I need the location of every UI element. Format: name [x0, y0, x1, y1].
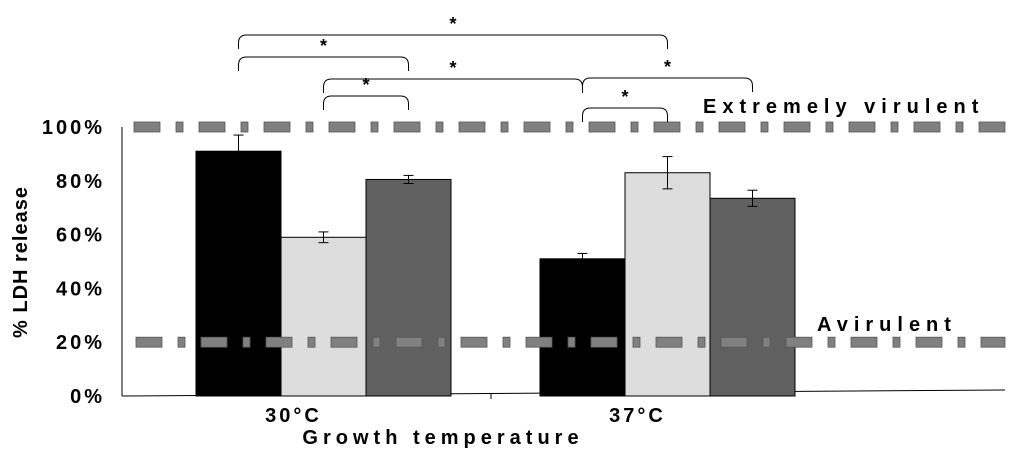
reference-dash: [460, 336, 488, 348]
y-tick-label: 60%: [56, 225, 105, 247]
ref-label-extremely-virulent: Extremely virulent: [703, 96, 984, 118]
reference-dash: [718, 121, 746, 133]
reference-dash: [177, 336, 186, 348]
bar: [709, 197, 796, 397]
reference-dash: [263, 121, 291, 133]
reference-dash: [395, 336, 423, 348]
reference-dash: [565, 121, 574, 133]
reference-dash: [630, 121, 639, 133]
x-category-label: 37°C: [609, 405, 666, 427]
y-tick-label: 20%: [56, 332, 105, 354]
reference-dash: [437, 336, 446, 348]
reference-dash: [980, 336, 1006, 348]
reference-dash: [133, 121, 161, 133]
reference-dash: [783, 121, 811, 133]
reference-dash: [328, 121, 356, 133]
significance-star: *: [320, 36, 327, 56]
reference-dash: [978, 121, 1006, 133]
reference-dash: [242, 336, 251, 348]
significance-bracket: [238, 34, 668, 49]
reference-dash: [265, 336, 293, 348]
significance-brackets: * * * * * *: [238, 14, 753, 122]
reference-dash: [827, 336, 836, 348]
reference-dash: [435, 121, 444, 133]
y-tick-label: 0%: [70, 386, 105, 408]
reference-dash: [525, 336, 553, 348]
error-bars: [233, 134, 758, 265]
reference-dash: [567, 336, 576, 348]
reference-dash: [785, 336, 813, 348]
reference-dash: [957, 336, 966, 348]
x-category-labels: 30°C 37°C: [265, 405, 666, 427]
significance-star: *: [449, 14, 456, 34]
reference-dash: [458, 121, 486, 133]
reference-dash: [198, 121, 226, 133]
reference-dash: [240, 121, 249, 133]
reference-dash: [588, 121, 616, 133]
significance-bracket: [238, 56, 409, 71]
bar: [365, 178, 452, 397]
reference-dash: [892, 336, 901, 348]
reference-dash: [762, 336, 771, 348]
y-axis-label: % LDH release: [10, 186, 32, 338]
reference-dash: [825, 121, 834, 133]
y-tick-label: 100%: [42, 117, 105, 139]
bar: [624, 172, 711, 397]
reference-dash: [372, 336, 381, 348]
reference-dash: [890, 121, 899, 133]
y-tick-label: 40%: [56, 278, 105, 300]
reference-dash: [760, 121, 769, 133]
reference-dash: [393, 121, 421, 133]
reference-dash: [200, 336, 228, 348]
reference-dash: [850, 336, 878, 348]
reference-dash: [175, 121, 184, 133]
significance-star: *: [449, 58, 456, 78]
reference-dash: [915, 336, 943, 348]
reference-dash: [523, 121, 551, 133]
significance-bracket: [323, 95, 409, 110]
significance-star: *: [362, 75, 369, 95]
ref-label-avirulent: Avirulent: [817, 314, 957, 336]
reference-dash: [697, 336, 706, 348]
reference-dash: [695, 121, 704, 133]
significance-bracket: [323, 78, 583, 93]
bar: [280, 236, 367, 397]
reference-dash: [955, 121, 964, 133]
significance-star: *: [664, 57, 671, 77]
x-category-label: 30°C: [265, 405, 322, 427]
reference-dash: [913, 121, 941, 133]
significance-bracket: [582, 107, 668, 122]
reference-dash: [307, 336, 316, 348]
bars: [195, 150, 796, 397]
reference-dash: [502, 336, 511, 348]
x-axis-label: Growth temperature: [302, 427, 583, 449]
reference-dash: [330, 336, 358, 348]
bar: [195, 150, 282, 397]
reference-dash: [653, 121, 681, 133]
reference-dash: [305, 121, 314, 133]
reference-dash: [632, 336, 641, 348]
reference-dash: [848, 121, 876, 133]
reference-dash: [655, 336, 683, 348]
reference-dash: [720, 336, 748, 348]
significance-bracket: [582, 77, 753, 92]
reference-lines: [133, 121, 1006, 348]
reference-dash: [135, 336, 163, 348]
y-tick-labels: 0% 20% 40% 60% 80% 100%: [42, 117, 105, 408]
significance-star: *: [621, 87, 628, 107]
reference-dash: [500, 121, 509, 133]
reference-dash: [370, 121, 379, 133]
reference-dash: [590, 336, 618, 348]
bar: [539, 258, 626, 397]
y-tick-label: 80%: [56, 171, 105, 193]
